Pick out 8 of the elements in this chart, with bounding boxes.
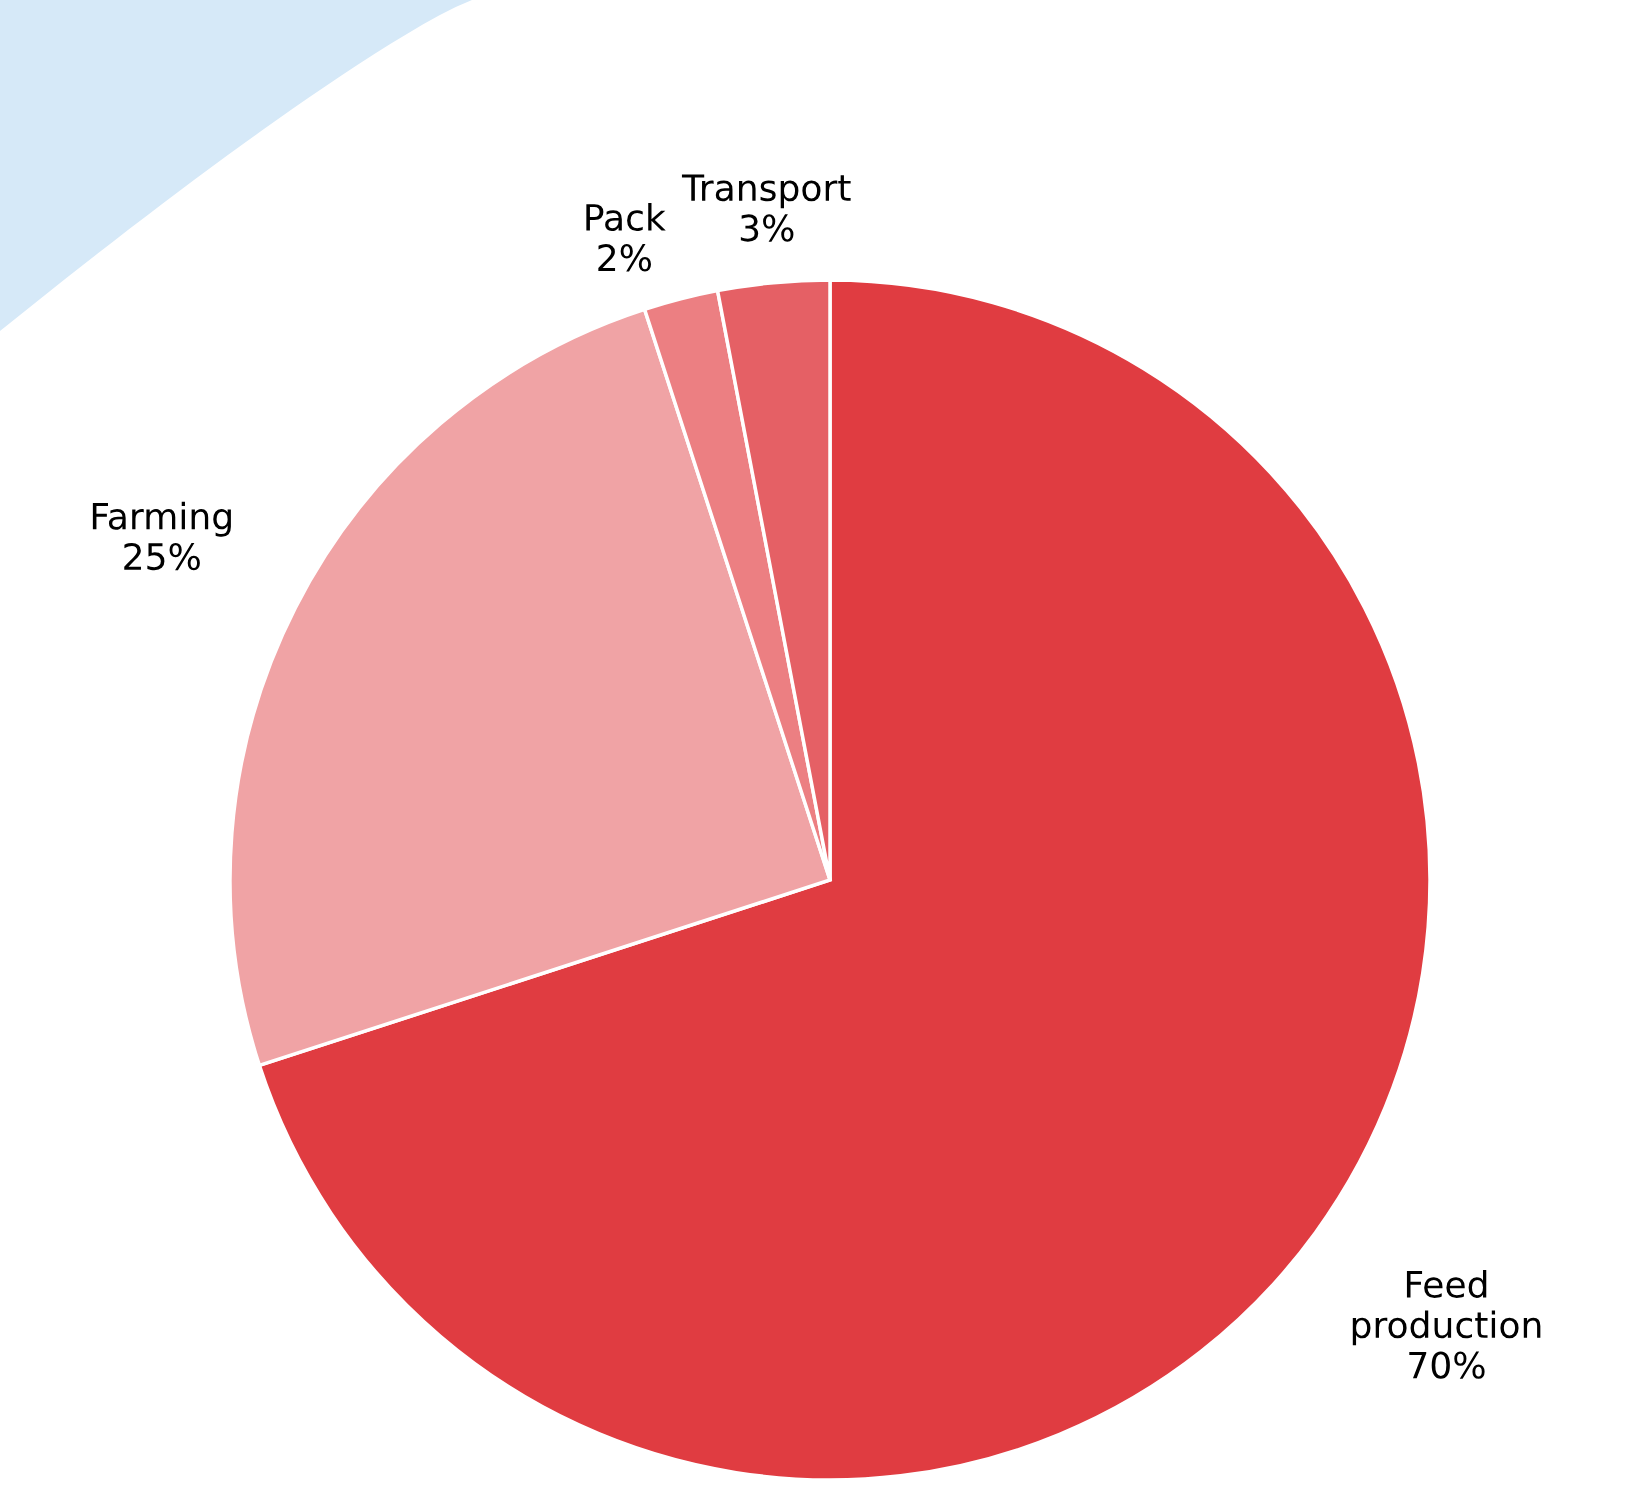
data-label: 2% bbox=[598, 244, 651, 272]
data-label: 3% bbox=[740, 214, 794, 242]
slice-label: Transport bbox=[681, 174, 851, 209]
slice-label: Feed production bbox=[1352, 1269, 1541, 1346]
data-label: 70% bbox=[1409, 1351, 1485, 1379]
data-label: 25% bbox=[124, 542, 200, 571]
slice-label: Farming bbox=[92, 501, 231, 537]
slice-label: Pack bbox=[586, 203, 666, 231]
